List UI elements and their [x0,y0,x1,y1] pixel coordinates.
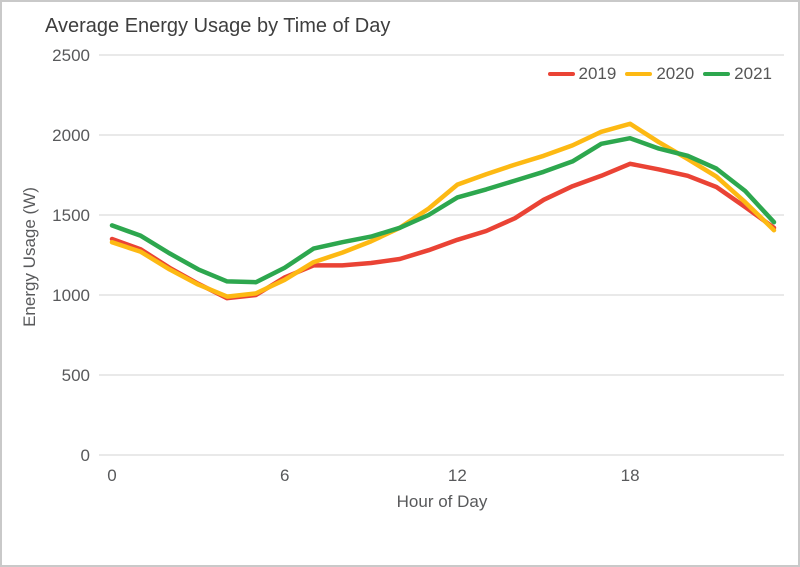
series-line-2019 [109,161,777,301]
legend-item-2020: 2020 [625,64,694,84]
legend-swatch-icon [625,71,653,77]
y-tick-label: 2000 [52,126,90,145]
legend-swatch-icon [547,71,575,77]
y-tick-label: 1500 [52,206,90,225]
legend-label: 2020 [656,64,695,83]
chart-legend: 2019 2020 2021 [547,64,772,84]
chart-title: Average Energy Usage by Time of Day [45,15,391,37]
series-line-2021 [109,135,777,285]
y-tick-label: 500 [62,366,90,385]
x-axis-title: Hour of Day [396,492,488,511]
legend-swatch-icon [703,71,731,77]
y-tick-label: 2500 [52,46,90,65]
series-line-2020 [109,121,777,299]
y-tick-label: 1000 [52,286,90,305]
x-tick-label: 18 [621,466,640,485]
legend-item-2019: 2019 [547,64,617,84]
legend-item-2021: 2021 [703,64,772,84]
x-tick-label: 0 [107,466,116,485]
x-tick-label: 12 [448,466,467,485]
legend-label: 2021 [734,64,772,83]
x-tick-label: 6 [280,466,289,485]
y-axis-title: Energy Usage (W) [20,187,39,327]
legend-label: 2019 [578,64,617,83]
y-tick-label: 0 [81,446,90,465]
